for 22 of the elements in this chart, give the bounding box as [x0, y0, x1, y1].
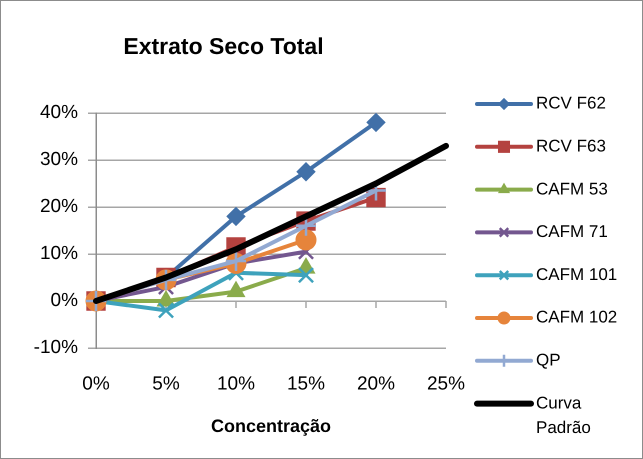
legend-label: CAFM 71: [536, 222, 608, 242]
y-tick-label: 20%: [40, 196, 78, 218]
legend-label: Curva Padrão: [536, 393, 591, 437]
x-tick-label: 0%: [82, 374, 110, 395]
legend-label: RCV F63: [536, 136, 606, 156]
y-tick-label: 0%: [50, 290, 78, 312]
legend-label: CAFM 53: [536, 179, 608, 198]
legend-label: CAFM 101: [536, 264, 618, 284]
y-tick-label: 30%: [40, 149, 78, 170]
x-axis-title: Concentração: [210, 416, 332, 436]
x-tick-label: 15%: [286, 374, 326, 395]
legend-label: RCV F62: [536, 94, 606, 113]
legend-label: CAFM 102: [536, 308, 618, 327]
y-tick-label: 40%: [40, 102, 78, 124]
legend-label: QP: [536, 350, 561, 370]
y-tick-label: -10%: [34, 337, 78, 358]
x-tick-label: 25%: [426, 374, 466, 395]
x-tick-label: 5%: [152, 374, 180, 395]
chart-title: Extrato Seco Total: [123, 33, 324, 60]
y-tick-label: 10%: [40, 243, 78, 264]
x-tick-label: 10%: [216, 374, 256, 395]
x-tick-label: 20%: [356, 374, 396, 395]
